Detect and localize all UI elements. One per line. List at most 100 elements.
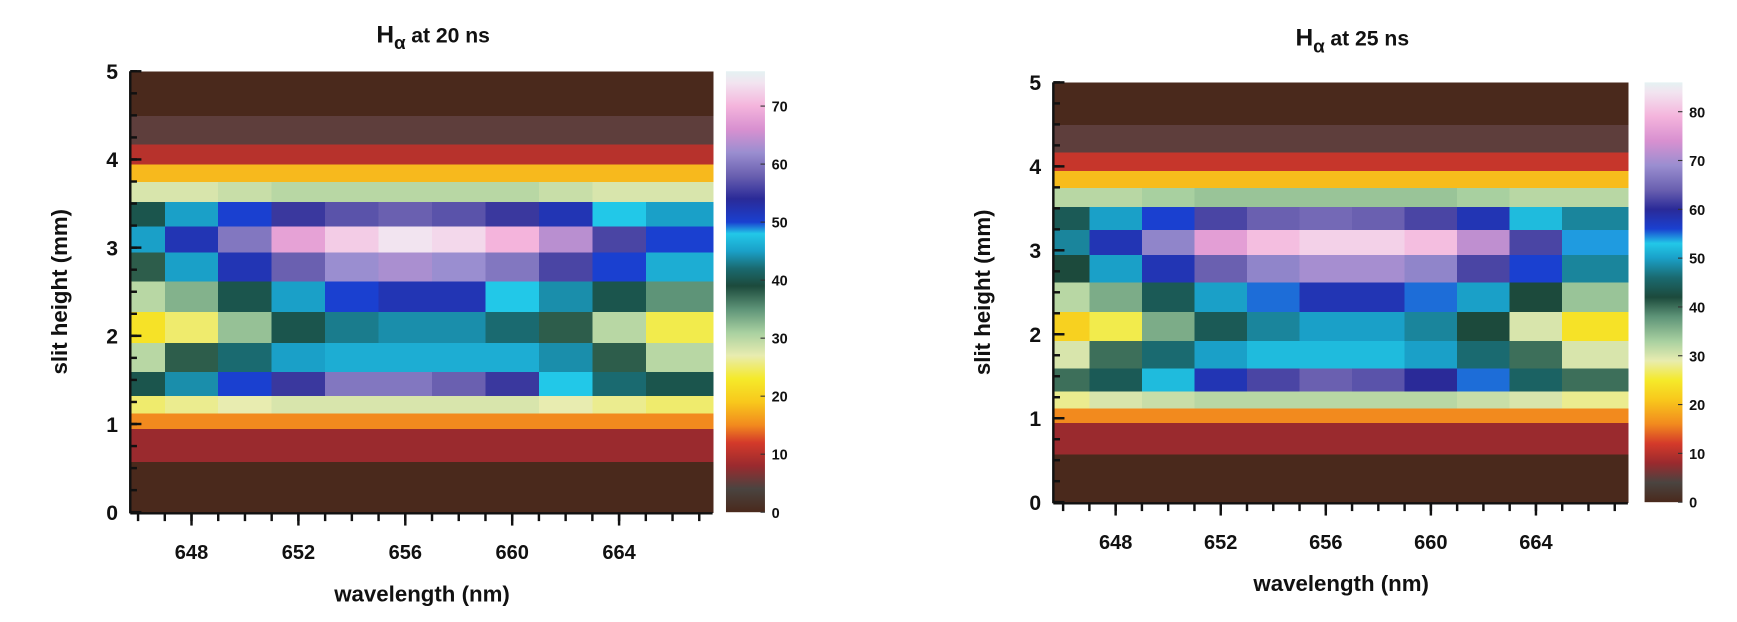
heat-cell bbox=[1089, 367, 1143, 392]
heat-cell bbox=[218, 342, 273, 372]
heat-cell bbox=[131, 144, 166, 165]
heat-cell bbox=[538, 412, 594, 430]
heat-cell bbox=[1054, 281, 1091, 312]
heat-cell bbox=[1562, 170, 1629, 189]
heat-cell bbox=[164, 181, 219, 203]
title-suffix: at 25 ns bbox=[1330, 28, 1409, 51]
heat-cell bbox=[1404, 281, 1458, 312]
heat-cell bbox=[218, 395, 273, 414]
heat-cell bbox=[1054, 311, 1091, 342]
heat-cell bbox=[592, 395, 647, 414]
heat-cell bbox=[1562, 254, 1629, 283]
heat-cell bbox=[1141, 229, 1196, 256]
heat-cell bbox=[218, 201, 273, 227]
heat-cell bbox=[325, 144, 380, 165]
heat-cell bbox=[1352, 124, 1406, 153]
heat-cell bbox=[645, 280, 714, 313]
heat-cell bbox=[1089, 390, 1143, 409]
heat-cell bbox=[1509, 367, 1563, 392]
heat-cell bbox=[1352, 407, 1406, 424]
heat-cell bbox=[378, 428, 433, 463]
title-main: H bbox=[1295, 25, 1313, 52]
heat-cell bbox=[271, 311, 326, 344]
heat-cell bbox=[271, 371, 326, 397]
heat-cell bbox=[592, 181, 647, 203]
heat-cell bbox=[592, 412, 647, 430]
heat-cell bbox=[218, 163, 273, 183]
y-tick-label: 4 bbox=[1029, 156, 1041, 179]
heat-cell bbox=[1299, 340, 1353, 369]
heat-cell bbox=[432, 201, 487, 227]
heat-cell bbox=[1246, 229, 1301, 256]
heat-cell bbox=[1089, 254, 1143, 283]
heat-cell bbox=[485, 252, 540, 282]
heat-cell bbox=[1054, 453, 1091, 503]
heat-cell bbox=[325, 428, 380, 463]
heat-cell bbox=[538, 371, 594, 397]
heat-cell bbox=[645, 201, 714, 227]
heat-cell bbox=[485, 395, 540, 414]
heat-cell bbox=[432, 71, 487, 117]
heat-cell bbox=[1141, 151, 1196, 172]
heat-cell bbox=[1457, 407, 1511, 424]
heat-cell bbox=[218, 144, 273, 165]
heat-cell bbox=[1089, 82, 1143, 126]
heat-cell bbox=[1054, 82, 1091, 126]
heat-cell bbox=[1404, 453, 1458, 503]
heat-cell bbox=[1404, 311, 1458, 342]
heat-cell bbox=[432, 371, 487, 397]
heat-cell bbox=[218, 280, 273, 313]
heat-cell bbox=[432, 412, 487, 430]
heat-cell bbox=[271, 163, 326, 183]
heat-cell bbox=[1457, 340, 1511, 369]
heat-cell bbox=[1457, 187, 1511, 207]
heat-cell bbox=[271, 71, 326, 117]
heat-cell bbox=[1352, 187, 1406, 207]
heat-cell bbox=[271, 181, 326, 203]
title-subscript: α bbox=[1313, 36, 1325, 57]
heat-cell bbox=[432, 461, 487, 513]
heat-cell bbox=[378, 252, 433, 282]
heat-cell bbox=[432, 311, 487, 344]
heat-cell bbox=[131, 115, 166, 145]
heat-cell bbox=[1509, 82, 1563, 126]
heat-cell bbox=[325, 412, 380, 430]
heat-cell bbox=[378, 71, 433, 117]
heat-cell bbox=[538, 225, 594, 253]
heat-cell bbox=[1141, 206, 1196, 230]
colorbar-tick-label: 20 bbox=[1689, 398, 1705, 414]
heat-cell bbox=[1404, 407, 1458, 424]
heat-cell bbox=[164, 342, 219, 372]
colorbar-tick-label: 40 bbox=[772, 274, 788, 290]
heat-cell bbox=[1509, 254, 1563, 283]
colorbar-tick-label: 60 bbox=[772, 158, 788, 174]
heat-cell bbox=[1089, 229, 1143, 256]
heat-cell bbox=[271, 428, 326, 463]
heat-cell bbox=[1299, 206, 1353, 230]
heat-cell bbox=[432, 395, 487, 414]
heat-cell bbox=[378, 342, 433, 372]
y-tick-label: 3 bbox=[106, 237, 118, 260]
heat-cell bbox=[432, 115, 487, 145]
heat-cell bbox=[218, 412, 273, 430]
heat-cell bbox=[378, 371, 433, 397]
heat-cell bbox=[1299, 170, 1353, 189]
heat-cell bbox=[1141, 367, 1196, 392]
heat-cell bbox=[1194, 254, 1248, 283]
heat-cell bbox=[645, 428, 714, 463]
heat-cell bbox=[1404, 367, 1458, 392]
heat-cell bbox=[1457, 311, 1511, 342]
heat-cell bbox=[1194, 170, 1248, 189]
heat-cell bbox=[1457, 229, 1511, 256]
heat-cell bbox=[1089, 407, 1143, 424]
heat-cell bbox=[432, 181, 487, 203]
heat-cell bbox=[592, 225, 647, 253]
heat-cell bbox=[1562, 367, 1629, 392]
heat-cell bbox=[164, 428, 219, 463]
heat-cell bbox=[1246, 206, 1301, 230]
heat-cell bbox=[1299, 422, 1353, 455]
heat-cell bbox=[1246, 124, 1301, 153]
heat-cell bbox=[325, 461, 380, 513]
heat-cell bbox=[325, 201, 380, 227]
colorbar-tick-label: 30 bbox=[1689, 349, 1705, 365]
